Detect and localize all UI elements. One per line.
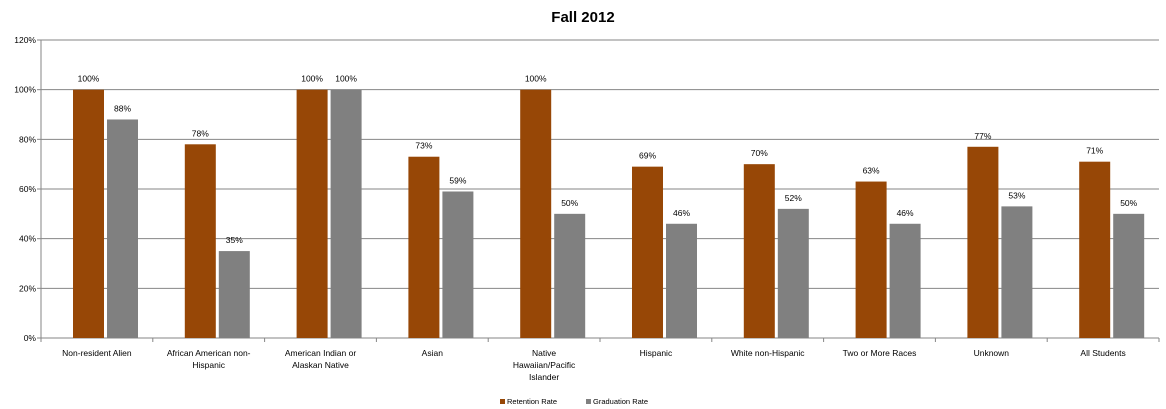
data-label: 100% [301, 74, 323, 84]
x-axis-category-label: Hawaiian/Pacific [513, 360, 576, 370]
retention-rate-bar [855, 181, 887, 338]
x-axis-category-label: Hispanic [640, 348, 673, 358]
legend-label: Graduation Rate [593, 397, 648, 406]
y-tick-label: 100% [14, 85, 36, 95]
legend: Retention Rate Graduation Rate [500, 397, 648, 406]
x-axis-category-label: Asian [422, 348, 444, 358]
graduation-rate-bar [107, 119, 138, 338]
data-label: 71% [1086, 146, 1103, 156]
y-axis-ticks: 0% 20% 40% 60% 80% 100% 120% [14, 35, 36, 343]
y-tick-label: 120% [14, 35, 36, 45]
y-tick-label: 60% [19, 184, 36, 194]
y-tick-label: 20% [19, 283, 36, 293]
x-axis-category-label: Unknown [974, 348, 1010, 358]
data-label: 77% [974, 131, 991, 141]
data-label: 100% [525, 74, 547, 84]
data-label: 50% [1120, 198, 1137, 208]
retention-rate-bar [632, 166, 663, 338]
x-axis-category-label: Alaskan Native [292, 360, 349, 370]
x-axis-category-label: Non-resident Alien [62, 348, 132, 358]
x-axis-category-label: African American non- [167, 348, 251, 358]
x-axis-category-label: White non-Hispanic [731, 348, 805, 358]
data-labels: 100% 78% 100% 73% 100% 69% 70% 63% 77% 71% 88% 35% 1… [78, 74, 1138, 245]
retention-rate-bar [967, 146, 999, 338]
data-label: 70% [751, 148, 768, 158]
legend-label: Retention Rate [507, 397, 557, 406]
x-axis-category-label: Hispanic [192, 360, 225, 370]
data-label: 50% [561, 198, 578, 208]
retention-rate-bar [296, 89, 328, 339]
retention-rate-bar [520, 89, 552, 339]
data-label: 73% [415, 141, 432, 151]
graduation-rate-bar [889, 223, 921, 338]
retention-rate-bar [1079, 161, 1111, 338]
chart-title: Fall 2012 [551, 9, 614, 26]
data-label: 59% [449, 175, 466, 185]
retention-rate-bar [73, 89, 104, 339]
y-tick-label: 40% [19, 234, 36, 244]
x-axis-category-label: Two or More Races [843, 348, 917, 358]
x-axis-labels: Non-resident Alien African American non- H… [62, 348, 1126, 382]
data-label: 35% [226, 235, 243, 245]
graduation-rate-bar [1001, 206, 1033, 338]
y-tick-label: 0% [24, 333, 37, 343]
x-axis-category-label: American Indian or [285, 348, 357, 358]
data-label: 88% [114, 103, 131, 113]
retention-rate-bar [408, 156, 440, 338]
y-tick-label: 80% [19, 134, 36, 144]
data-label: 100% [335, 74, 357, 84]
bars [73, 89, 1145, 339]
data-label: 63% [863, 166, 880, 176]
data-label: 69% [639, 151, 656, 161]
graduation-rate-bar [1113, 213, 1145, 338]
graduation-rate-bar [666, 223, 697, 338]
x-axis-category-label: Islander [529, 372, 559, 382]
data-label: 100% [78, 74, 100, 84]
data-label: 53% [1008, 190, 1025, 200]
data-label: 78% [192, 128, 209, 138]
legend-swatch [586, 399, 591, 404]
data-label: 46% [673, 208, 690, 218]
retention-rate-bar [184, 144, 216, 338]
graduation-rate-bar [330, 89, 362, 339]
retention-rate-bar [743, 164, 775, 338]
data-label: 52% [785, 193, 802, 203]
graduation-rate-bar [218, 251, 250, 338]
data-label: 46% [897, 208, 914, 218]
graduation-rate-bar [442, 191, 474, 338]
graduation-rate-bar [777, 208, 809, 338]
x-axis-category-label: All Students [1080, 348, 1125, 358]
legend-swatch [500, 399, 505, 404]
graduation-rate-bar [554, 213, 586, 338]
x-axis-category-label: Native [532, 348, 556, 358]
